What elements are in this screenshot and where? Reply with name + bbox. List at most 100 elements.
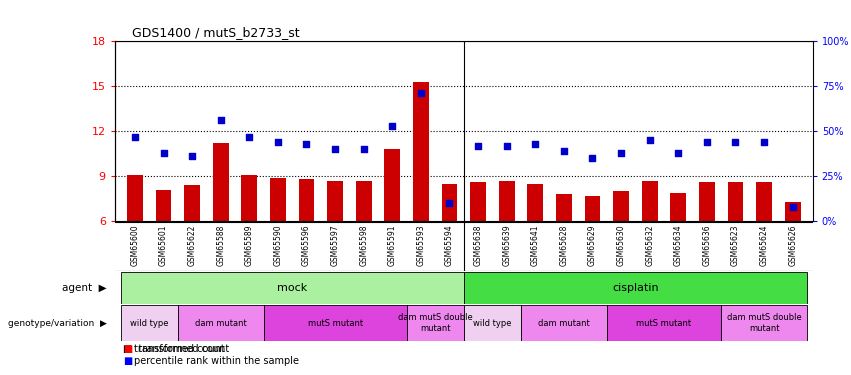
Text: wild type: wild type [473,319,511,328]
Bar [270,178,286,221]
Point [214,117,227,123]
Text: GSM65596: GSM65596 [302,225,311,266]
Bar [614,191,629,221]
Bar [121,272,464,304]
Bar [528,184,543,221]
Text: GDS1400 / mutS_b2733_st: GDS1400 / mutS_b2733_st [132,26,300,39]
Point [271,139,285,145]
Point [300,141,313,147]
Text: transformed count: transformed count [134,344,225,354]
Text: GSM65600: GSM65600 [130,225,140,266]
Text: GSM65626: GSM65626 [788,225,797,266]
Point [757,139,771,145]
Text: mock: mock [277,283,307,293]
Text: dam mutS double
mutant: dam mutS double mutant [397,314,472,333]
Point [157,150,170,156]
Point [643,137,656,143]
Text: wild type: wild type [130,319,168,328]
Bar [585,196,600,221]
Bar [264,305,407,341]
Text: GSM65590: GSM65590 [273,225,283,266]
Text: genotype/variation  ▶: genotype/variation ▶ [8,318,106,328]
Text: GSM65623: GSM65623 [731,225,740,266]
Text: cisplatin: cisplatin [612,283,659,293]
Bar [785,202,801,221]
Bar [499,181,515,221]
Bar [721,305,807,341]
Bar [671,193,686,221]
Text: ■: ■ [123,344,133,354]
Text: GSM65594: GSM65594 [445,225,454,266]
Bar [213,143,229,221]
Text: mutS mutant: mutS mutant [637,319,692,328]
Text: GSM65589: GSM65589 [245,225,254,266]
Point [500,142,513,148]
Text: GSM65641: GSM65641 [531,225,540,266]
Text: GSM65629: GSM65629 [588,225,597,266]
Text: GSM65639: GSM65639 [502,225,511,266]
Text: GSM65597: GSM65597 [330,225,340,266]
Text: percentile rank within the sample: percentile rank within the sample [134,356,299,366]
Bar [178,305,264,341]
Text: GSM65628: GSM65628 [559,225,568,266]
Point [243,134,256,140]
Bar [356,181,372,221]
Point [414,90,428,96]
Point [129,134,142,140]
Point [671,150,685,156]
Point [585,155,599,161]
Point [614,150,628,156]
Text: GSM65630: GSM65630 [617,225,625,266]
Text: GSM65598: GSM65598 [359,225,368,266]
Bar [699,182,715,221]
Point [471,142,485,148]
Bar [464,272,807,304]
Text: ■  transformed count: ■ transformed count [123,344,230,354]
Text: GSM65588: GSM65588 [216,225,226,266]
Point [785,204,799,210]
Point [700,139,714,145]
Text: GSM65634: GSM65634 [674,225,683,266]
Bar [299,179,314,221]
Point [186,153,199,159]
Bar [464,305,521,341]
Bar [556,194,572,221]
Bar [413,82,429,221]
Text: mutS mutant: mutS mutant [307,319,363,328]
Point [728,139,742,145]
Text: agent  ▶: agent ▶ [62,283,106,293]
Point [528,141,542,147]
Text: GSM65622: GSM65622 [187,225,197,266]
Bar [471,182,486,221]
Bar [607,305,721,341]
Bar [521,305,607,341]
Bar [757,182,772,221]
Bar [407,305,464,341]
Point [357,146,370,152]
Bar [385,149,400,221]
Bar [642,181,658,221]
Point [386,123,399,129]
Bar [728,182,744,221]
Text: dam mutant: dam mutant [195,319,247,328]
Text: GSM65636: GSM65636 [702,225,711,266]
Bar [328,181,343,221]
Text: GSM65601: GSM65601 [159,225,168,266]
Text: GSM65638: GSM65638 [474,225,483,266]
Bar [184,185,200,221]
Point [328,146,342,152]
Text: GSM65632: GSM65632 [645,225,654,266]
Text: ■: ■ [123,356,133,366]
Point [557,148,571,154]
Point [443,200,456,206]
Text: GSM65593: GSM65593 [416,225,426,266]
Text: GSM65591: GSM65591 [388,225,397,266]
Bar [121,305,178,341]
Text: dam mutS double
mutant: dam mutS double mutant [727,314,802,333]
Bar [127,175,143,221]
Bar [442,184,457,221]
Text: GSM65624: GSM65624 [760,225,768,266]
Bar [156,190,171,221]
Bar [242,175,257,221]
Text: dam mutant: dam mutant [538,319,590,328]
